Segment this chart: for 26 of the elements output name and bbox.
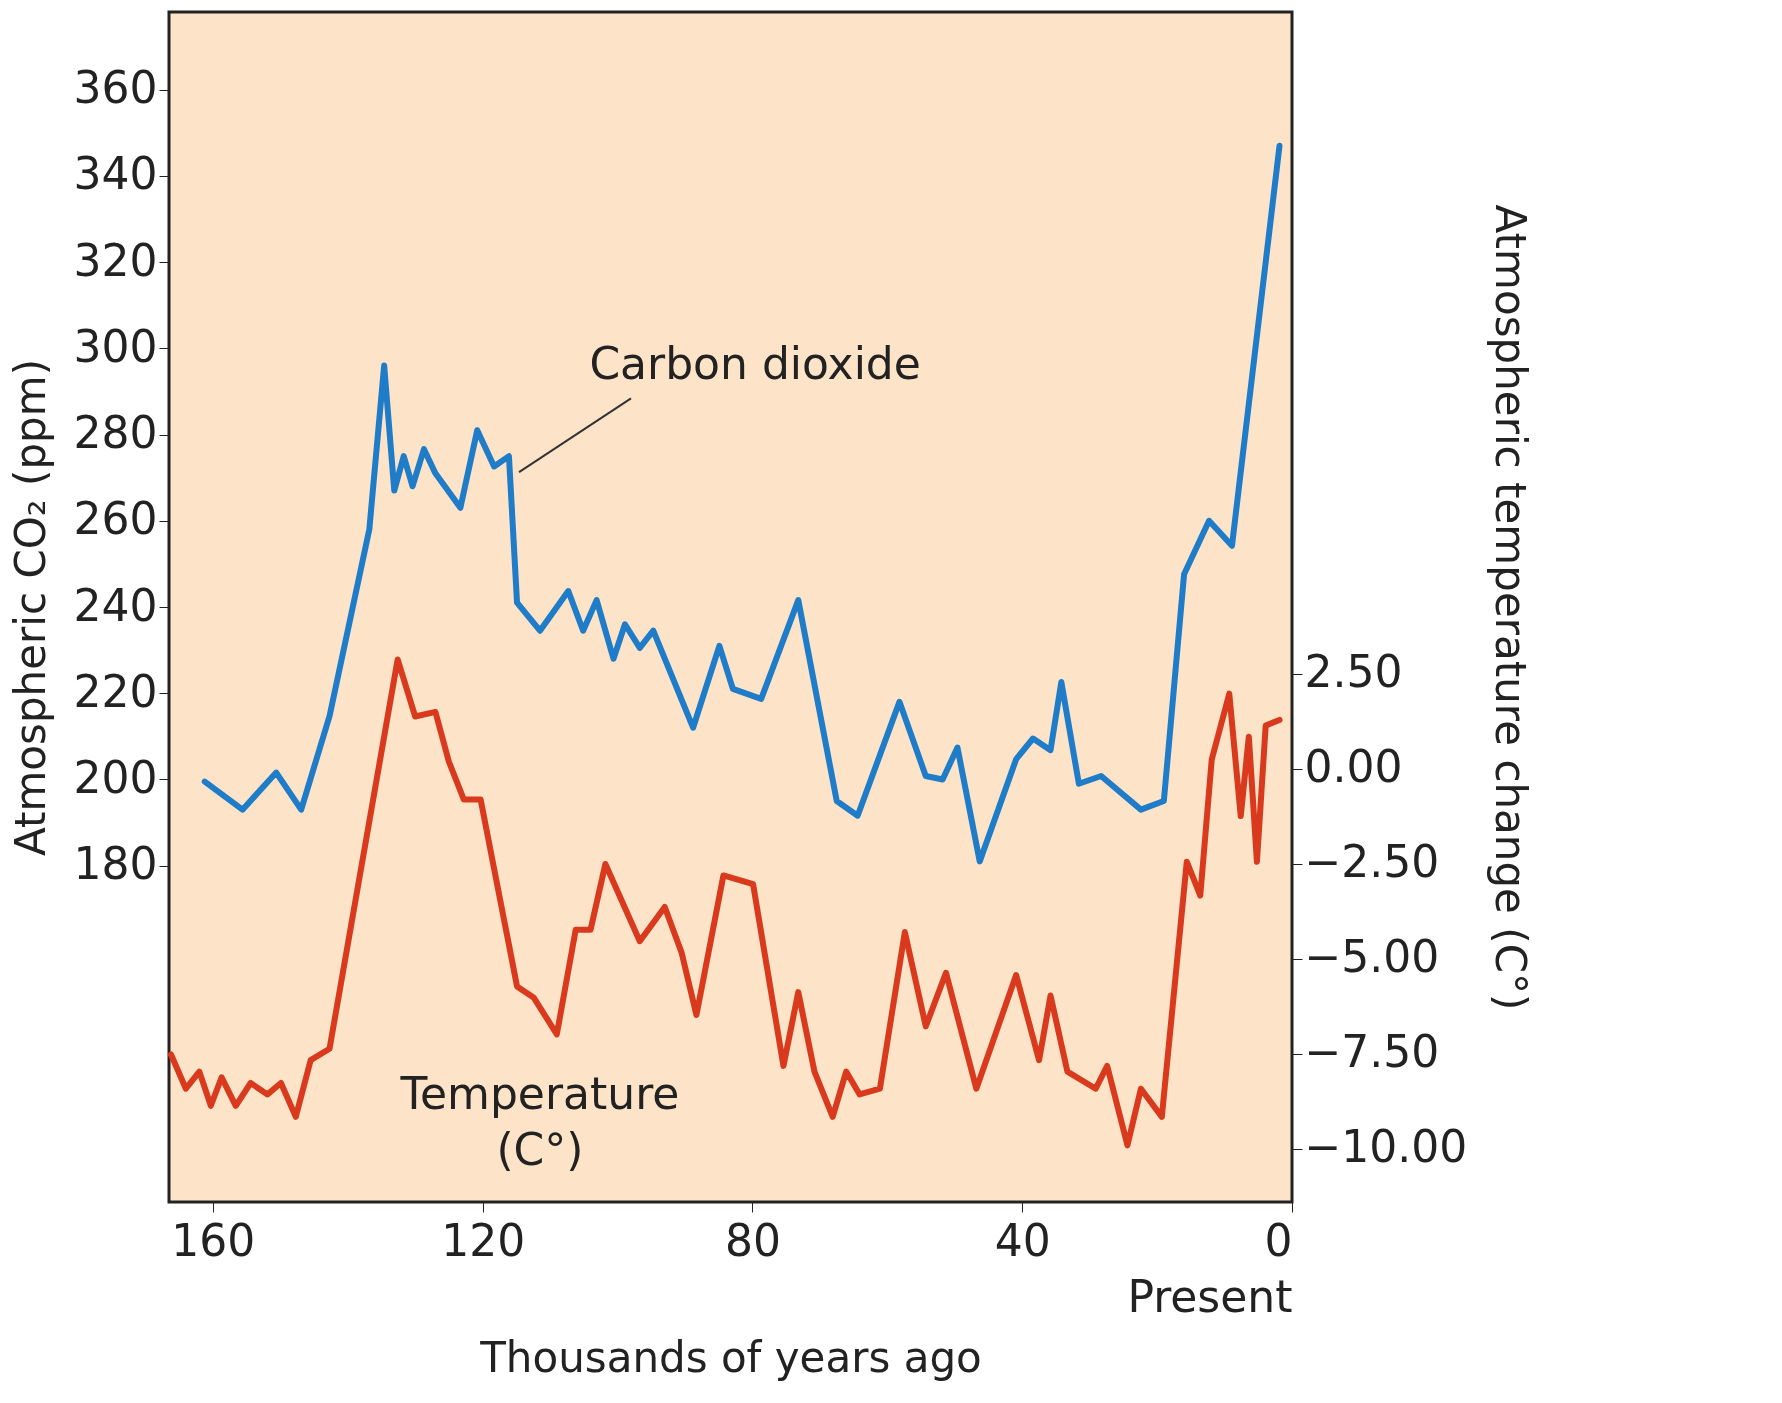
series-label: Temperature (C°) [399, 1067, 680, 1175]
x-tick-label: 120 [441, 1214, 526, 1266]
y-tick-label: 280 [73, 407, 158, 459]
text: Carbon dioxide [589, 337, 921, 389]
y2-tick-label: 2.50 [1304, 646, 1403, 698]
y-tick-label: 180 [73, 838, 158, 890]
y-tick-label: 360 [73, 62, 158, 114]
y2-tick-label: 0.00 [1304, 741, 1403, 793]
y-tick-label: 220 [73, 665, 158, 717]
y-tick-label: 340 [73, 148, 158, 200]
x-axis-title: Thousands of years ago [479, 1332, 982, 1382]
y-tick-label: 260 [73, 493, 158, 545]
y2-tick-label: −5.00 [1304, 931, 1440, 983]
y-tick-label: 240 [73, 579, 158, 631]
y2-axis-title: Atmospheric temperature change (C°) [1486, 204, 1536, 1011]
y2-tick-label: −7.50 [1304, 1026, 1440, 1078]
x-tick-label: 0 Present [1127, 1214, 1293, 1322]
y-tick-label: 320 [73, 234, 158, 286]
x-tick-label: 80 [724, 1214, 781, 1266]
y-tick-label: 200 [73, 751, 158, 803]
x-tick-label: 40 [994, 1214, 1051, 1266]
y2-tick-label: −10.00 [1304, 1121, 1468, 1173]
x-tick-label: 160 [171, 1214, 256, 1266]
y2-tick-label: −2.50 [1304, 836, 1440, 888]
y-axis-title: Atmospheric CO₂ (ppm) [5, 358, 55, 857]
y-tick-label: 300 [73, 320, 158, 372]
